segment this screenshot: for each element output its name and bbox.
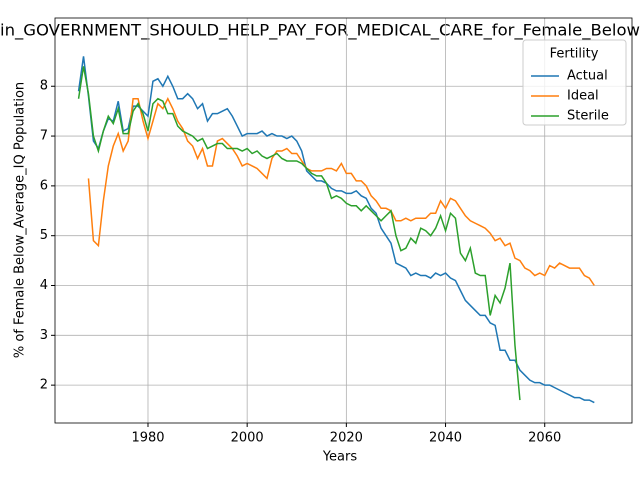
- y-tick-label: 2: [40, 378, 48, 393]
- series-line: [77, 66, 521, 401]
- x-tick-label: 2020: [330, 431, 363, 446]
- y-axis-label: % of Female Below_Average_IQ Population: [13, 82, 28, 358]
- x-tick-label: 1980: [131, 431, 164, 446]
- legend-box: [522, 39, 627, 126]
- y-tick-label: 3: [40, 328, 48, 343]
- x-tick-label: 2000: [231, 431, 264, 446]
- series-line: [87, 97, 595, 286]
- chart-title: in_GOVERNMENT_SHOULD_HELP_PAY_FOR_MEDICA…: [0, 21, 640, 41]
- y-tick-label: 7: [40, 129, 48, 144]
- y-tick-label: 6: [40, 178, 48, 193]
- x-tick-label: 2040: [429, 431, 462, 446]
- y-tick-label: 5: [40, 228, 48, 243]
- legend-label: Actual: [567, 69, 608, 84]
- plot-frame: [54, 17, 633, 424]
- legend-title: Fertility: [550, 47, 599, 62]
- x-axis-label: Years: [322, 450, 358, 465]
- y-tick-label: 4: [40, 278, 48, 293]
- y-tick-label: 8: [40, 79, 48, 94]
- x-tick-label: 2060: [528, 431, 561, 446]
- series-line: [77, 56, 595, 404]
- legend: Fertility Actual Ideal Sterile: [522, 39, 627, 126]
- legend-label: Sterile: [567, 109, 609, 124]
- legend-label: Ideal: [567, 89, 599, 104]
